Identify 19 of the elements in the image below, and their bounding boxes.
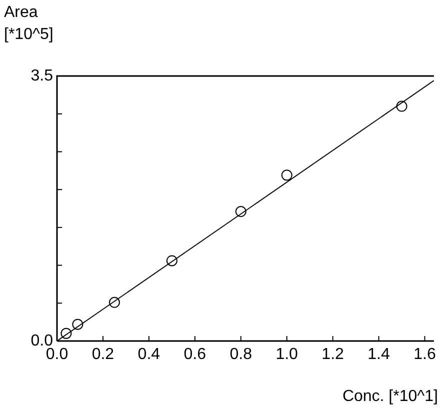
point [60,328,72,339]
y-tick-label: 3.5 [30,67,54,84]
y-axis-title: Area [*10^5] [4,3,54,45]
point [166,255,178,266]
x-tick-label: 0.2 [92,346,114,364]
point [108,296,120,308]
x-tick-label: 0.6 [184,346,206,364]
point [281,170,292,181]
point [235,206,246,218]
x-tick-label: 1.0 [276,346,298,364]
x-tick-label: 1.4 [368,346,390,364]
x-tick-label: 1.6 [414,346,436,364]
x-tick-label: 0.8 [230,346,252,364]
x-tick-label: 0.0 [46,346,68,364]
point [396,100,408,112]
x-tick-label: 1.2 [322,346,344,364]
x-tick-label: 0.4 [138,346,160,364]
point [72,318,84,330]
x-axis-title: Conc. [*10^1] [342,388,438,406]
